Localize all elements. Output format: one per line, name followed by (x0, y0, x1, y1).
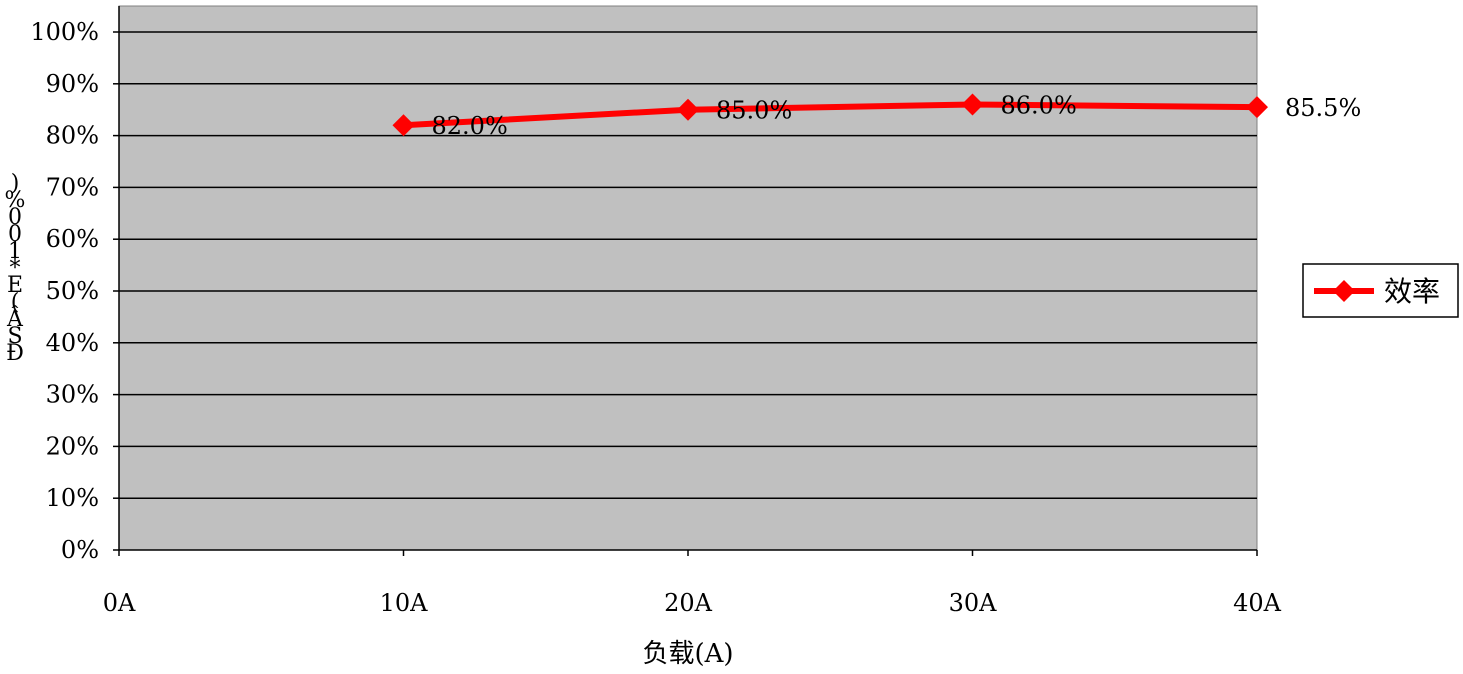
legend-label: 效率 (1384, 275, 1440, 308)
y-axis-title-glyph: Ð (6, 341, 24, 366)
plot-area (118, 5, 1258, 551)
data-point (961, 93, 984, 116)
data-label: 85.0% (716, 97, 792, 125)
legend-marker-diamond (1333, 280, 1355, 302)
y-tick-label: 80% (46, 122, 99, 150)
x-tick-label: 20A (664, 589, 713, 617)
y-axis-title-glyph: Â (6, 305, 24, 332)
y-axis-title-glyph: S (7, 324, 22, 349)
y-axis-title-glyph: * (10, 256, 21, 281)
data-point (677, 98, 699, 121)
y-tick-label: 10% (46, 484, 99, 512)
y-tick-label: 50% (46, 277, 99, 305)
data-point (392, 114, 415, 137)
data-label: 82.0% (432, 112, 508, 140)
y-axis-title-glyph: 0 (8, 205, 22, 230)
x-tick-labels: 0A 10A 20A 30A 40A (103, 550, 1282, 617)
y-axis-title-glyph: ( (11, 290, 20, 315)
series-line (403, 101, 1258, 129)
y-tick-label: 70% (46, 173, 99, 201)
y-tick-label: 0% (61, 536, 99, 564)
series-group (392, 93, 1268, 137)
gridlines (113, 31, 1257, 551)
y-axis-title-glyph: E (7, 273, 23, 298)
y-tick-label: 100% (30, 18, 99, 46)
x-axis-title: 负载(A) (642, 639, 733, 669)
data-point (1246, 96, 1268, 119)
y-axis-title: )%001*E(ÂSÐ (5, 171, 26, 366)
y-tick-label: 30% (46, 381, 99, 409)
y-tick-label: 40% (46, 329, 99, 357)
y-tick-labels: 0% 10% 20% 30% 40% 50% 60% 70% 80% 90% 100% (30, 18, 99, 564)
x-tick-label: 10A (380, 589, 429, 617)
data-labels: 82.0% 85.0% 86.0% 85.5% (432, 92, 1362, 141)
x-tick-label: 40A (1233, 589, 1282, 617)
y-tick-label: 20% (46, 432, 99, 460)
x-tick-label: 0A (103, 589, 136, 617)
y-axis-title-glyph: 0 (8, 222, 22, 247)
y-tick-label: 90% (46, 70, 99, 98)
data-label: 86.0% (1001, 92, 1077, 120)
legend: 效率 (1302, 263, 1459, 318)
y-tick-label: 60% (46, 225, 99, 253)
y-axis-title-glyph: % (5, 188, 26, 213)
y-axis-title-glyph: 1 (8, 239, 22, 264)
x-tick-label: 30A (949, 589, 998, 617)
data-label: 85.5% (1285, 94, 1361, 122)
y-axis-title-glyph: ) (11, 171, 20, 196)
